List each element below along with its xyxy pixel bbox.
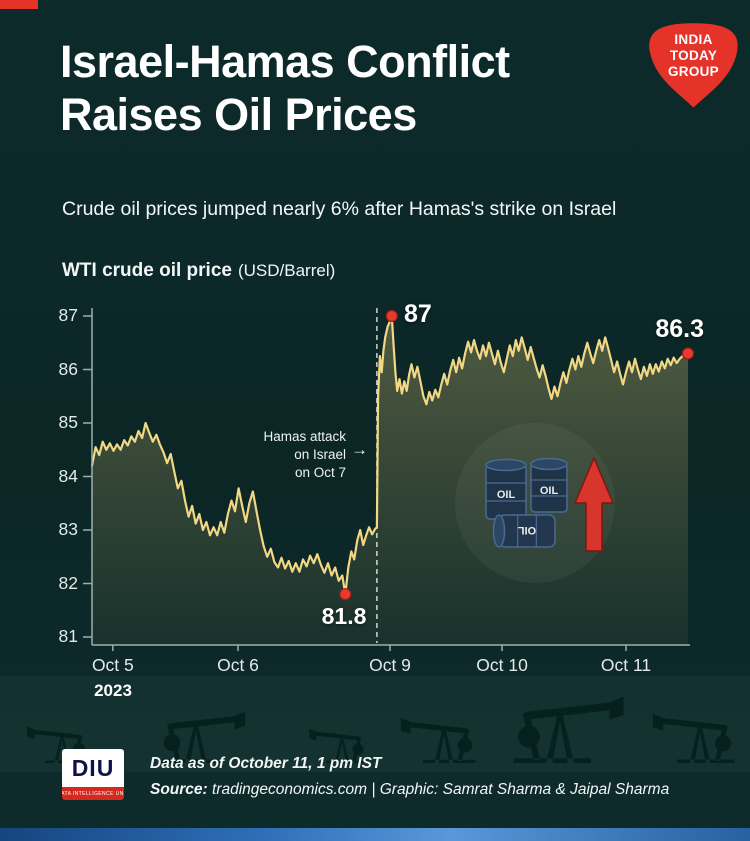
chart-title: WTI crude oil price (USD/Barrel) (62, 260, 335, 282)
svg-text:OIL: OIL (518, 524, 537, 536)
y-tick-label: 84 (58, 465, 78, 486)
source-text: tradingeconomics.com | Graphic: Samrat S… (207, 781, 670, 798)
diu-logo-tagline: DATA INTELLIGENCE UNIT (62, 787, 124, 800)
subtitle: Crude oil prices jumped nearly 6% after … (62, 198, 617, 220)
india-today-group-logo: INDIA TODAY GROUP (645, 20, 742, 110)
price-up-arrow-icon (574, 457, 614, 552)
diu-logo-text: DIU (62, 749, 124, 787)
pumpjack-silhouette (400, 717, 476, 763)
low-dot (339, 588, 352, 601)
source-credit-note: Source: tradingeconomics.com | Graphic: … (150, 781, 669, 799)
x-tick-label: Oct 11 (600, 655, 652, 675)
pumpjack-silhouette (513, 696, 624, 763)
itg-line: TODAY (669, 48, 718, 64)
itg-shield-icon (649, 23, 738, 108)
x-tick-label: Oct 6 (217, 655, 259, 675)
data-as-of-note: Data as of October 11, 1 pm IST (150, 755, 382, 772)
corner-accent-mark (0, 0, 38, 9)
y-tick-label: 85 (58, 412, 78, 432)
year-label: 2023 (94, 681, 132, 700)
latest-value-label: 86.3 (655, 315, 704, 343)
peak-dot (385, 309, 398, 323)
annotation-arrow-icon: → (351, 440, 368, 459)
title-line-1: Israel-Hamas Conflict (60, 36, 510, 87)
chart-title-unit: (USD/Barrel) (237, 261, 336, 280)
y-tick-label: 86 (58, 358, 78, 379)
illustration-glow (455, 423, 615, 583)
x-tick-label: Oct 9 (369, 655, 411, 675)
oil-barrel-icon: OIL (530, 457, 568, 513)
bottom-accent-bar (0, 828, 750, 841)
x-tick-label: Oct 5 (91, 655, 134, 675)
page-title: Israel-Hamas Conflict Raises Oil Prices (60, 36, 510, 141)
source-label: Source: (150, 781, 208, 798)
itg-line: GROUP (667, 64, 719, 80)
chart-title-main: WTI crude oil price (62, 260, 232, 281)
area-fill (92, 316, 688, 645)
y-tick-label: 82 (58, 572, 78, 593)
event-annotation-line: on Israel (294, 446, 346, 462)
svg-text:OIL: OIL (540, 485, 559, 497)
last-dot (681, 347, 695, 360)
event-annotation-line: on Oct 7 (294, 464, 346, 480)
peak-value-label: 87 (404, 300, 432, 328)
oil-barrel-icon: OIL (485, 458, 527, 520)
event-annotation-line: Hamas attack (263, 429, 346, 444)
diu-logo: DIU DATA INTELLIGENCE UNIT (62, 749, 124, 800)
event-annotation: Hamas attack on Israel on Oct 7 (210, 428, 346, 481)
svg-text:OIL: OIL (497, 489, 516, 501)
itg-logo-text: INDIA TODAY GROUP (645, 32, 742, 81)
title-line-2: Raises Oil Prices (60, 88, 417, 140)
y-tick-label: 87 (58, 305, 78, 325)
x-tick-label: Oct 10 (476, 655, 528, 675)
oil-barrel-icon: OIL (492, 514, 556, 548)
pumpjack-silhouette (652, 713, 735, 763)
low-value-label: 81.8 (321, 603, 367, 629)
itg-line: INDIA (674, 32, 713, 47)
price-line (90, 314, 690, 596)
y-tick-label: 83 (58, 519, 78, 539)
y-tick-label: 81 (58, 626, 78, 646)
